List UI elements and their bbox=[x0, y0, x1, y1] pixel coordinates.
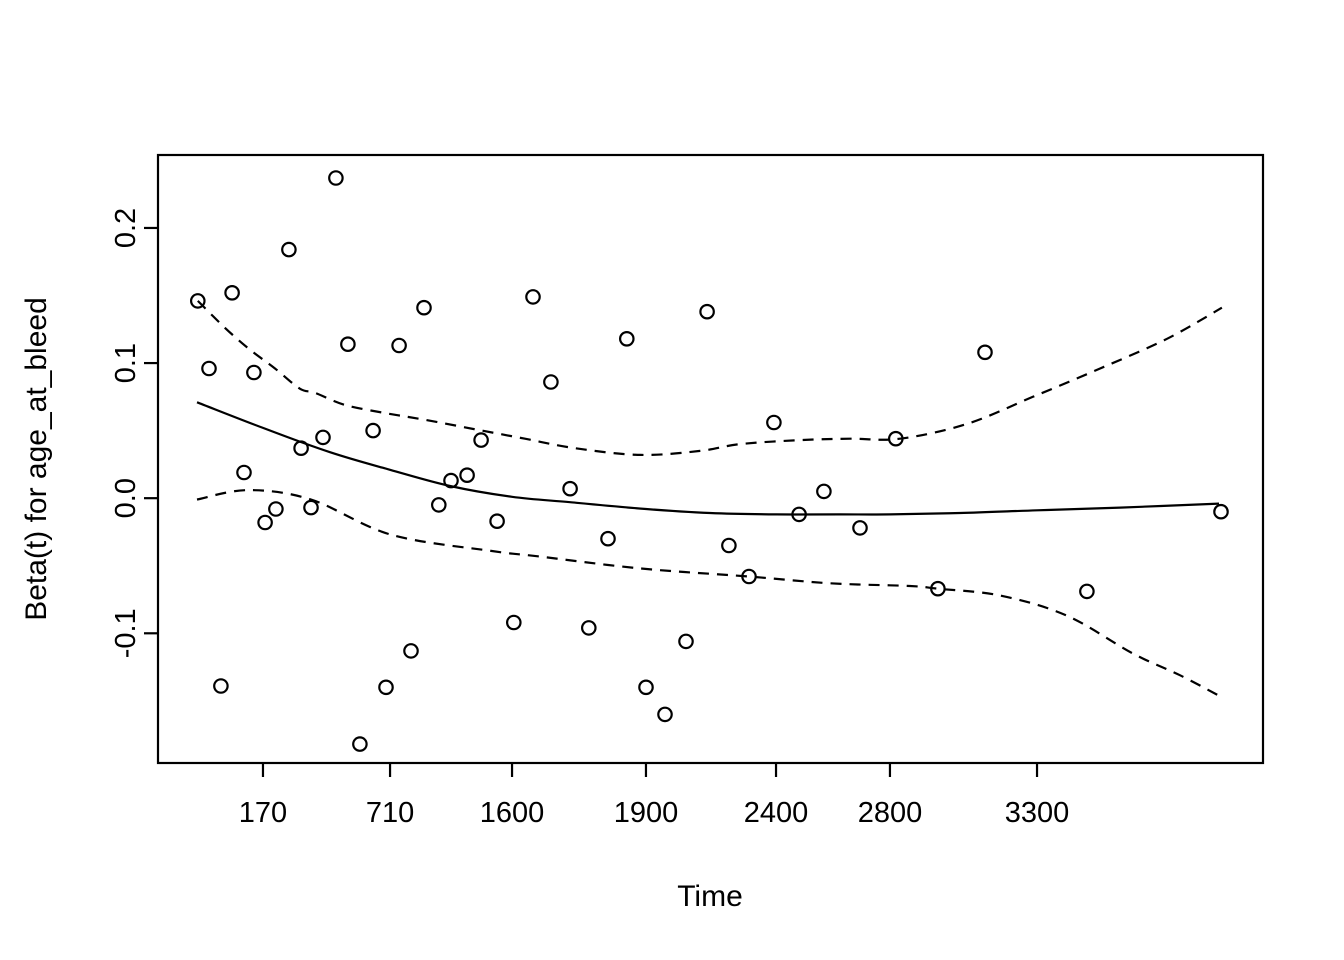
y-axis-tick-label: 0.2 bbox=[110, 208, 142, 248]
lower-confidence-band bbox=[196, 488, 1222, 698]
x-axis-tick-label: 1600 bbox=[480, 797, 545, 829]
smooth-fit-line bbox=[196, 401, 1220, 516]
data-point bbox=[721, 537, 737, 554]
data-point bbox=[201, 360, 217, 377]
data-point bbox=[257, 514, 273, 531]
data-point bbox=[638, 679, 654, 696]
data-point bbox=[580, 620, 597, 636]
data-point bbox=[852, 520, 868, 536]
x-axis-title: Time bbox=[677, 880, 743, 913]
data-point bbox=[443, 472, 459, 489]
y-axis-tick-label: -0.1 bbox=[110, 608, 142, 658]
data-point bbox=[246, 364, 262, 381]
data-point bbox=[930, 580, 946, 597]
y-axis-tick-label: 0.0 bbox=[110, 478, 142, 518]
data-point bbox=[699, 303, 715, 320]
data-point bbox=[657, 706, 673, 723]
data-point bbox=[403, 643, 419, 659]
data-point bbox=[293, 440, 309, 456]
x-axis-tick-label: 2800 bbox=[858, 797, 923, 829]
data-point bbox=[416, 299, 432, 316]
data-point bbox=[352, 736, 368, 752]
upper-confidence-band bbox=[197, 300, 1223, 457]
plot-box bbox=[156, 153, 1265, 765]
data-point bbox=[489, 513, 505, 529]
data-point bbox=[315, 429, 331, 446]
data-point bbox=[378, 679, 394, 696]
plot-layer: 170 710 1600 1900 2400 2800 3300 -0.1 0.0 0.1 0.2 bbox=[110, 153, 1265, 829]
x-axis-tick-label: 3300 bbox=[1005, 797, 1070, 829]
x-axis-tick-label: 2400 bbox=[744, 797, 809, 829]
data-point bbox=[1079, 583, 1095, 600]
data-point bbox=[236, 464, 252, 481]
data-point bbox=[600, 530, 616, 547]
data-point bbox=[678, 633, 694, 650]
x-axis-tick-label: 710 bbox=[366, 797, 414, 829]
y-axis-tick-label: 0.1 bbox=[110, 343, 142, 383]
data-point bbox=[365, 422, 381, 439]
data-point bbox=[977, 344, 993, 361]
data-point bbox=[473, 432, 489, 448]
x-axis-tick-label: 1900 bbox=[614, 797, 679, 829]
data-point bbox=[213, 678, 229, 694]
data-point bbox=[190, 293, 206, 309]
data-point bbox=[618, 330, 635, 347]
y-axis-title: Beta(t) for age_at_bleed bbox=[20, 297, 53, 621]
data-point bbox=[391, 337, 407, 354]
data-point bbox=[281, 241, 297, 258]
data-point bbox=[562, 480, 578, 497]
data-point bbox=[340, 336, 356, 352]
data-point bbox=[525, 289, 541, 305]
data-point bbox=[791, 506, 807, 523]
data-point bbox=[430, 497, 447, 513]
data-point bbox=[224, 284, 240, 301]
data-point bbox=[816, 483, 832, 500]
data-point bbox=[328, 170, 344, 186]
data-point bbox=[1213, 503, 1229, 520]
data-point bbox=[766, 414, 782, 431]
data-point bbox=[887, 430, 904, 447]
data-point bbox=[505, 614, 522, 631]
data-point bbox=[303, 499, 319, 516]
data-point bbox=[543, 374, 559, 390]
data-point bbox=[459, 467, 475, 483]
data-point bbox=[741, 568, 757, 585]
x-axis-tick-label: 170 bbox=[239, 797, 287, 829]
data-point bbox=[268, 501, 284, 517]
